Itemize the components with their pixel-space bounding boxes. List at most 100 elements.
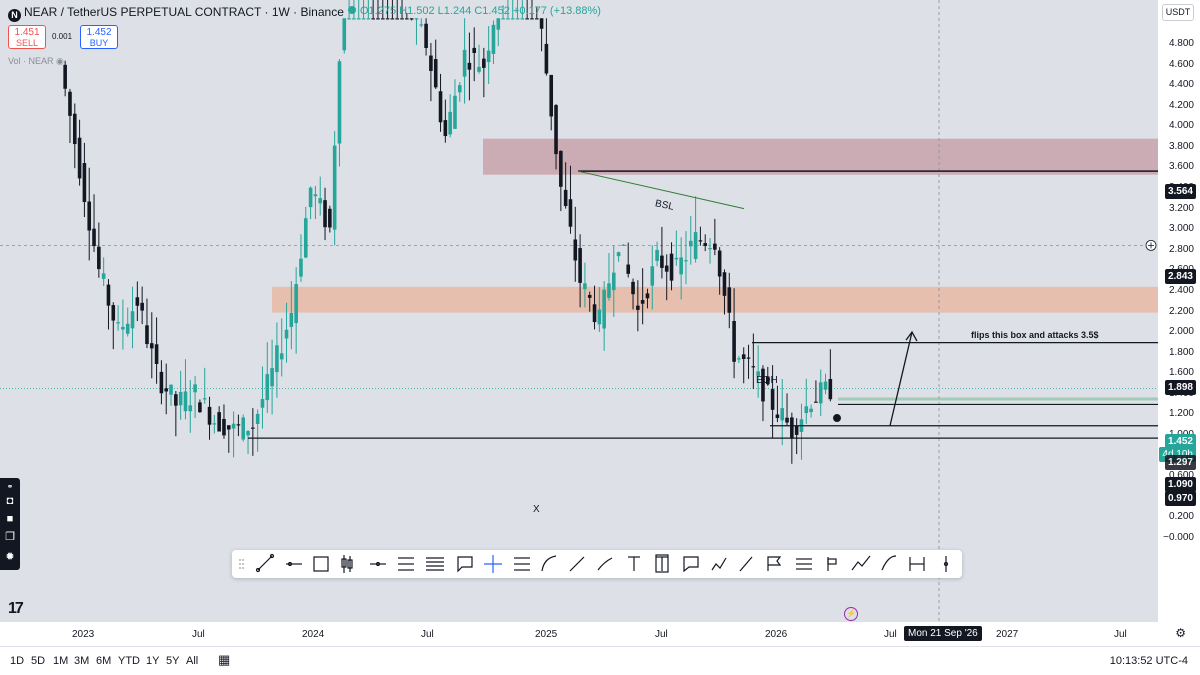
candle-body	[342, 18, 347, 51]
price-axis[interactable]: USDT 4.800 4.600 4.400 4.200 4.000 3.800 3.600…	[1158, 0, 1200, 622]
candle-body	[328, 208, 332, 228]
layers-icon[interactable]: ❐	[5, 531, 15, 543]
horizontal-line-icon[interactable]	[286, 561, 302, 567]
ray-icon[interactable]	[370, 561, 386, 567]
list-icon[interactable]	[796, 558, 812, 570]
range-3m-button[interactable]: 3M	[74, 655, 90, 667]
candle-body	[308, 187, 313, 208]
candle-body	[482, 58, 486, 68]
flag-icon[interactable]	[767, 556, 782, 571]
gear-icon[interactable]: ⚙	[1175, 626, 1186, 640]
ohlc-readout: O1.275 H1.502 L1.244 C1.452 +0.177 (+13.…	[348, 5, 601, 17]
candle-body	[818, 382, 823, 404]
candle-body	[77, 137, 82, 179]
level-tag-3564: 3.564	[1164, 184, 1196, 199]
candle-body	[121, 326, 125, 330]
supply-zone	[483, 138, 1158, 175]
candle-body	[443, 120, 448, 137]
projection-icon[interactable]	[881, 555, 897, 571]
candle-body	[145, 325, 149, 345]
candle-body	[183, 391, 188, 412]
range-5y-button[interactable]: 5Y	[166, 655, 180, 667]
price-tick-label: 2.000	[1168, 326, 1194, 338]
vertical-line-icon[interactable]	[943, 556, 949, 572]
candle-body	[419, 24, 424, 26]
forecast-icon[interactable]	[851, 555, 871, 571]
candle-body	[809, 408, 813, 413]
parallel-channel-icon[interactable]	[426, 557, 444, 571]
currency-selector[interactable]: USDT	[1162, 4, 1194, 21]
candle-body	[429, 55, 433, 71]
text-icon[interactable]	[628, 556, 640, 571]
candle-body	[568, 199, 573, 227]
fib-icon[interactable]	[514, 557, 530, 571]
candle-body	[294, 284, 298, 324]
candle-body	[496, 18, 501, 30]
date-range-icon[interactable]	[909, 557, 925, 571]
candle-body	[390, 18, 395, 20]
note-icon[interactable]	[655, 554, 669, 573]
candle-body	[785, 417, 789, 423]
range-1d-button[interactable]: 1D	[10, 655, 25, 667]
crosshair-price-tag: 2.843	[1164, 269, 1196, 284]
eye-icon[interactable]: ◉	[56, 56, 64, 66]
spread-value: 0.001	[52, 32, 73, 41]
curve-icon[interactable]	[541, 555, 557, 572]
candle-body	[660, 255, 664, 268]
price-chart[interactable]	[0, 0, 1158, 622]
candle-body	[688, 240, 693, 247]
clock[interactable]: 10:13:52 UTC-4	[1109, 655, 1188, 667]
symbol-title[interactable]: N NEAR / TetherUS PERPETUAL CONTRACT · 1W…	[8, 5, 344, 22]
candle-body	[409, 18, 414, 20]
candle-body	[544, 43, 549, 74]
candle-body	[361, 18, 366, 20]
calendar-icon[interactable]: ▦	[218, 652, 231, 667]
pattern-icon[interactable]	[711, 557, 727, 571]
candle-body	[814, 401, 818, 403]
video-icon[interactable]: ■	[6, 513, 14, 525]
candle-body	[520, 18, 525, 20]
time-label: Jul	[655, 629, 668, 640]
brush-icon[interactable]	[597, 557, 613, 571]
range-6m-button[interactable]: 6M	[96, 655, 112, 667]
candle-body	[226, 425, 231, 430]
range-1y-button[interactable]: 1Y	[146, 655, 160, 667]
arrow-marker-icon[interactable]	[739, 556, 753, 572]
range-1m-button[interactable]: 1M	[53, 655, 69, 667]
candle-body	[510, 18, 515, 20]
chart-pane[interactable]: N NEAR / TetherUS PERPETUAL CONTRACT · 1W…	[0, 0, 1158, 622]
text-tool-s-icon[interactable]	[398, 557, 414, 571]
candle-body	[299, 258, 303, 277]
buy-button[interactable]: 1.452 BUY	[80, 25, 118, 49]
volume-indicator-label[interactable]: Vol · NEAR ◉	[8, 56, 64, 67]
camera-icon[interactable]: ◘	[6, 495, 14, 507]
range-ytd-button[interactable]: YTD	[118, 655, 140, 667]
candles-icon[interactable]	[341, 555, 353, 573]
sell-button[interactable]: 1.451 SELL	[8, 25, 46, 49]
link-icon[interactable]: ⚭	[6, 482, 14, 491]
comment-icon[interactable]	[683, 556, 699, 573]
candle-body	[453, 95, 457, 129]
symbol-title-text: NEAR / TetherUS PERPETUAL CONTRACT · 1W …	[24, 5, 344, 19]
candle-body	[631, 281, 635, 295]
candle-body	[323, 200, 327, 228]
long-position-icon[interactable]	[827, 557, 837, 571]
trend-line-icon[interactable]	[255, 553, 275, 573]
candle-body	[501, 18, 505, 20]
time-axis[interactable]: 2023 Jul 2024 Jul 2025 Jul 2026 Jul 2027…	[0, 622, 1158, 646]
range-all-button[interactable]: All	[186, 655, 199, 667]
settings-icon[interactable]: ✹	[5, 551, 15, 563]
candle-body	[174, 394, 178, 406]
lightning-icon[interactable]: ⚡	[844, 607, 858, 621]
drag-handle-icon[interactable]	[239, 559, 244, 569]
candle-body	[602, 289, 606, 329]
rectangle-icon[interactable]	[313, 556, 329, 572]
time-label: 2023	[72, 629, 95, 640]
candle-body	[587, 294, 592, 298]
candle-body	[101, 273, 106, 279]
range-5d-button[interactable]: 5D	[31, 655, 46, 667]
pencil-icon[interactable]	[569, 556, 585, 572]
crosshair-icon[interactable]	[484, 555, 502, 573]
box-note: flips this box and attacks 3.5$	[971, 330, 1099, 340]
callout-icon[interactable]	[457, 556, 473, 573]
